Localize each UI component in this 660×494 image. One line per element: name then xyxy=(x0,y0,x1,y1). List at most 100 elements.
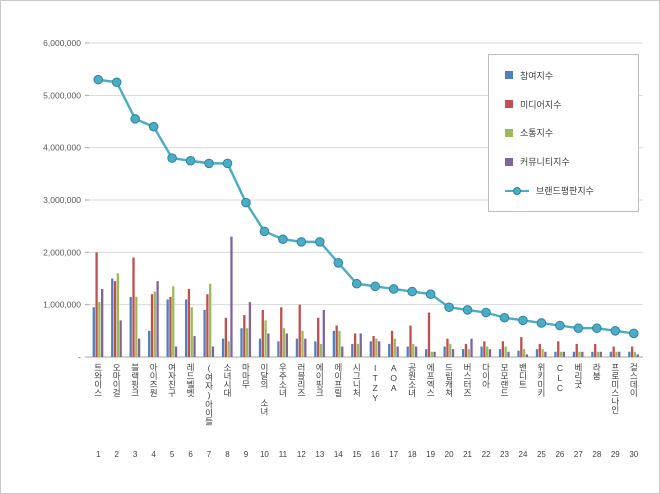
rank-number: 27 xyxy=(573,450,583,459)
y-tick-label: 1,000,000 xyxy=(43,300,81,310)
rank-number: 26 xyxy=(555,450,565,459)
bar-series-0 xyxy=(166,299,169,357)
line-marker xyxy=(592,323,602,334)
bar-series-3 xyxy=(396,346,399,357)
category-label: 레드벨벳 xyxy=(185,363,196,397)
line-marker xyxy=(462,305,473,315)
line-marker xyxy=(333,258,344,268)
bar-series-0 xyxy=(591,351,594,357)
bar-series-3 xyxy=(525,354,529,357)
bar-series-3 xyxy=(359,333,362,357)
bar-series-3 xyxy=(101,288,104,357)
legend: 참여지수 미디어지수 소통지수 커뮤니티지수 브랜드평판지수 xyxy=(488,54,639,212)
y-tick-label: 2,000,000 xyxy=(43,247,81,257)
bar-series-0 xyxy=(406,346,409,357)
category-label: 블랙핑크 xyxy=(130,363,141,397)
bar-series-3 xyxy=(285,333,288,357)
line-marker xyxy=(555,320,565,331)
bar-series-2 xyxy=(172,286,175,357)
y-tick-label: 6,000,000 xyxy=(43,38,81,48)
category-label: 트와이스 xyxy=(93,363,104,397)
bar-series-3 xyxy=(304,338,307,357)
rank-number: 7 xyxy=(206,450,212,459)
bar-series-3 xyxy=(451,349,455,357)
bar-series-0 xyxy=(92,307,95,357)
category-label: 에이프릴 xyxy=(333,363,344,397)
bar-series-1 xyxy=(538,343,541,357)
bar-series-3 xyxy=(507,351,510,357)
bar-series-0 xyxy=(425,349,428,357)
rank-number: 4 xyxy=(151,450,156,459)
rank-number: 20 xyxy=(444,450,454,459)
bar-series-1 xyxy=(317,317,320,357)
y-tick-label: 5,000,000 xyxy=(43,90,81,100)
line-marker xyxy=(278,234,288,245)
bar-series-0 xyxy=(369,341,372,357)
bar-series-0 xyxy=(628,351,631,357)
bar-series-0 xyxy=(314,341,317,357)
bar-series-1 xyxy=(575,343,578,357)
rank-number: 1 xyxy=(95,450,101,459)
bar-series-2 xyxy=(596,351,600,357)
bar-series-2 xyxy=(209,283,212,357)
rank-number: 29 xyxy=(610,450,620,459)
bar-series-3 xyxy=(322,309,325,357)
rank-number: 17 xyxy=(389,450,399,459)
bar-series-0 xyxy=(388,343,391,357)
legend-label: 브랜드평판지수 xyxy=(536,186,594,197)
rank-number: 23 xyxy=(500,450,509,459)
rank-number: 19 xyxy=(426,450,436,459)
category-label: 드림캐쳐 xyxy=(444,363,455,397)
legend-item: 미디어지수 xyxy=(505,98,634,111)
bar-series-1 xyxy=(630,346,634,357)
legend-line-marker-icon xyxy=(505,186,529,196)
bar-series-0 xyxy=(184,299,188,357)
rank-number: 15 xyxy=(352,450,362,459)
bar-series-2 xyxy=(541,349,544,357)
bar-series-0 xyxy=(111,278,114,357)
rank-number: 28 xyxy=(592,450,602,459)
line-marker xyxy=(425,289,436,300)
category-label: 여자친구 xyxy=(167,363,178,397)
legend-item: 브랜드평판지수 xyxy=(505,184,634,197)
bar-series-2 xyxy=(522,349,526,357)
line-marker xyxy=(628,328,639,339)
line-marker xyxy=(481,307,491,318)
line-marker xyxy=(167,153,177,163)
bar-series-2 xyxy=(319,343,323,357)
rank-number: 14 xyxy=(333,450,343,459)
bar-series-1 xyxy=(298,304,301,357)
line-marker xyxy=(185,155,196,166)
legend-label: 소통지수 xyxy=(520,128,554,139)
bar-series-2 xyxy=(245,328,249,357)
category-label: 공원소녀 xyxy=(407,363,418,397)
rank-number: 8 xyxy=(225,450,230,459)
category-label: 소녀시대 xyxy=(222,363,233,397)
line-marker xyxy=(518,315,528,326)
bar-series-3 xyxy=(599,351,602,357)
legend-label: 미디어지수 xyxy=(520,99,562,110)
bar-series-1 xyxy=(132,257,135,357)
bar-series-2 xyxy=(264,320,267,357)
category-label: 버스터즈 xyxy=(462,363,473,397)
category-label: 에이핑크 xyxy=(314,363,325,397)
bar-series-0 xyxy=(461,349,465,357)
bar-series-1 xyxy=(261,309,264,357)
line-marker xyxy=(222,158,233,169)
bar-series-2 xyxy=(559,351,563,357)
category-label: 우주소녀 xyxy=(277,363,288,397)
bar-series-2 xyxy=(153,291,156,357)
rank-number: 22 xyxy=(481,450,491,459)
category-label: 라붐 xyxy=(591,363,602,380)
category-label: 걸스데이 xyxy=(628,363,639,397)
bar-series-0 xyxy=(221,338,225,357)
category-label: 에프엑스 xyxy=(425,363,436,397)
bar-series-2 xyxy=(486,346,489,357)
bar-series-1 xyxy=(446,338,449,357)
bar-series-0 xyxy=(351,343,354,357)
bar-series-1 xyxy=(520,337,523,357)
legend-item: 커뮤니티지수 xyxy=(505,155,634,168)
category-label: 러블리즈 xyxy=(296,363,307,397)
category-label: 아이즈원 xyxy=(148,363,159,397)
